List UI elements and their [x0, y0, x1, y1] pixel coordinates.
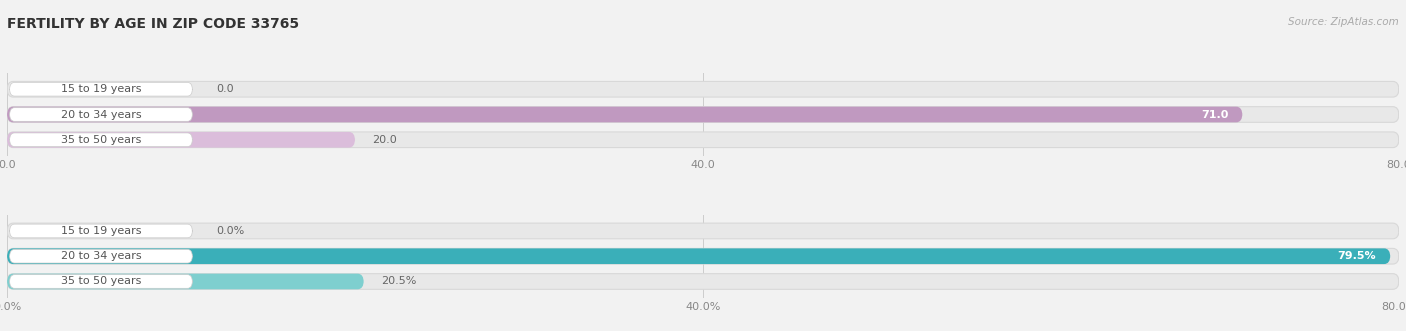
Text: 71.0: 71.0	[1201, 110, 1229, 119]
Text: 79.5%: 79.5%	[1337, 251, 1376, 261]
Text: 20 to 34 years: 20 to 34 years	[60, 110, 141, 119]
FancyBboxPatch shape	[7, 132, 1399, 148]
Text: 15 to 19 years: 15 to 19 years	[60, 84, 141, 94]
Text: 20.0: 20.0	[373, 135, 396, 145]
FancyBboxPatch shape	[7, 274, 364, 289]
Text: 0.0%: 0.0%	[217, 226, 245, 236]
FancyBboxPatch shape	[10, 249, 193, 263]
Text: 35 to 50 years: 35 to 50 years	[60, 135, 141, 145]
FancyBboxPatch shape	[7, 107, 1399, 122]
FancyBboxPatch shape	[7, 132, 354, 148]
FancyBboxPatch shape	[10, 275, 193, 288]
Text: 15 to 19 years: 15 to 19 years	[60, 226, 141, 236]
Text: 0.0: 0.0	[217, 84, 233, 94]
Text: 35 to 50 years: 35 to 50 years	[60, 276, 141, 286]
FancyBboxPatch shape	[7, 248, 1399, 264]
FancyBboxPatch shape	[7, 223, 1399, 239]
Text: FERTILITY BY AGE IN ZIP CODE 33765: FERTILITY BY AGE IN ZIP CODE 33765	[7, 17, 299, 30]
FancyBboxPatch shape	[10, 133, 193, 147]
Text: 20 to 34 years: 20 to 34 years	[60, 251, 141, 261]
FancyBboxPatch shape	[7, 248, 1391, 264]
Text: 20.5%: 20.5%	[381, 276, 416, 286]
FancyBboxPatch shape	[10, 82, 193, 96]
FancyBboxPatch shape	[10, 108, 193, 121]
FancyBboxPatch shape	[10, 224, 193, 238]
FancyBboxPatch shape	[7, 107, 1243, 122]
FancyBboxPatch shape	[7, 274, 1399, 289]
Text: Source: ZipAtlas.com: Source: ZipAtlas.com	[1288, 17, 1399, 26]
FancyBboxPatch shape	[7, 81, 1399, 97]
